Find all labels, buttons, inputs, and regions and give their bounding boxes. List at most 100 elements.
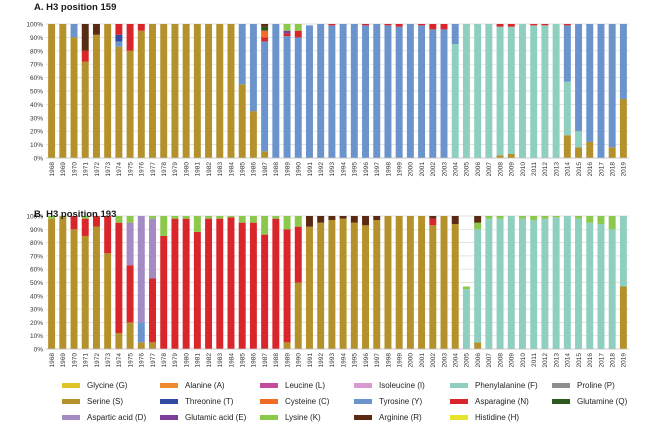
y-tick-label: 60% <box>30 267 43 274</box>
bar-segment <box>126 265 134 323</box>
x-tick-label: 2005 <box>464 162 471 177</box>
x-tick-label: 1984 <box>228 162 235 177</box>
legend-item: Histidine (H) <box>450 413 519 422</box>
panel-a-plot: 0% 10% 20% 30% 40% 50% 60% 70% 80% 90% 100% 1968 196… <box>26 22 629 177</box>
legend-swatch <box>450 383 468 388</box>
bar-segment <box>507 26 515 154</box>
y-tick-label: 60% <box>30 75 43 82</box>
x-tick-label: 1997 <box>374 162 381 177</box>
bar-segment <box>586 222 594 349</box>
bar-segment <box>619 24 627 100</box>
x-tick-label: 2007 <box>486 162 493 177</box>
bar-segment <box>350 222 358 349</box>
x-tick-label: 2018 <box>609 162 616 177</box>
bar-segment <box>92 34 100 158</box>
x-tick-label: 1969 <box>60 162 67 177</box>
bar-segment <box>238 216 246 223</box>
bar-segment <box>294 30 302 38</box>
bar-segment <box>328 25 336 159</box>
legend-swatch <box>62 383 80 388</box>
bar-segment <box>126 24 134 51</box>
bar-segment <box>70 229 78 349</box>
bar-segment <box>81 61 89 158</box>
bar-segment <box>485 216 493 219</box>
legend-swatch <box>552 383 570 388</box>
bar-segment <box>81 216 89 219</box>
legend-swatch <box>354 415 372 420</box>
bar-segment <box>474 342 482 349</box>
x-tick-label: 2003 <box>441 162 448 177</box>
y-tick-label: 70% <box>30 253 43 260</box>
bar-segment <box>317 222 325 349</box>
bar-segment <box>440 29 448 158</box>
x-tick-label: 1981 <box>195 353 202 368</box>
x-tick-label: 1968 <box>49 162 56 177</box>
bar-segment <box>496 216 504 219</box>
bar-segment <box>70 24 78 38</box>
x-tick-label: 1971 <box>83 162 90 177</box>
bar-segment <box>283 33 291 37</box>
bar-segment <box>339 218 347 349</box>
bar-segment <box>70 216 78 230</box>
bar-segment <box>272 24 280 158</box>
bar-segment <box>317 24 325 158</box>
x-tick-label: 1989 <box>284 162 291 177</box>
bar-segment <box>294 216 302 227</box>
y-tick-label: 0% <box>34 347 44 354</box>
legend-swatch <box>354 383 372 388</box>
x-tick-label: 2010 <box>520 353 527 368</box>
bar-segment <box>249 216 257 223</box>
bar-segment <box>496 26 504 156</box>
x-tick-label: 1999 <box>396 162 403 177</box>
x-tick-label: 1975 <box>127 162 134 177</box>
bar-segment <box>115 34 123 42</box>
bar-segment <box>597 24 605 158</box>
bar-segment <box>182 218 190 349</box>
bar-segment <box>586 216 594 223</box>
x-tick-label: 1994 <box>340 162 347 177</box>
bar-segment <box>249 111 257 158</box>
bar-segment <box>530 24 538 26</box>
bar-segment <box>317 216 325 223</box>
bar-segment <box>440 216 448 349</box>
legend-item: Serine (S) <box>62 397 123 406</box>
y-tick-label: 90% <box>30 227 43 234</box>
y-tick-label: 10% <box>30 333 43 340</box>
x-tick-label: 1993 <box>329 353 336 368</box>
bar-segment <box>496 218 504 349</box>
bar-segment <box>171 216 179 219</box>
bar-segment <box>362 24 370 26</box>
x-tick-label: 2001 <box>419 162 426 177</box>
x-tick-label: 1976 <box>139 162 146 177</box>
bar-segment <box>294 24 302 31</box>
bar-segment <box>205 216 213 219</box>
x-tick-label: 1987 <box>262 162 269 177</box>
bar-segment <box>451 216 459 224</box>
bar-segment <box>261 216 269 235</box>
bar-segment <box>373 219 381 349</box>
bar-segment <box>272 216 280 219</box>
bar-segment <box>339 216 347 219</box>
x-tick-label: 1996 <box>363 353 370 368</box>
x-tick-label: 1997 <box>374 353 381 368</box>
x-tick-label: 2010 <box>520 162 527 177</box>
legend-swatch <box>354 399 372 404</box>
y-tick-label: 70% <box>30 62 43 69</box>
legend-item: Lysine (K) <box>260 413 321 422</box>
bar-segment <box>362 216 370 226</box>
bar-segment <box>149 24 156 158</box>
legend-label: Phenylalanine (F) <box>475 381 538 390</box>
bar-segment <box>249 222 257 349</box>
bar-segment <box>81 235 89 349</box>
x-tick-label: 2008 <box>497 353 504 368</box>
bar-segment <box>182 24 190 158</box>
legend-swatch <box>160 383 178 388</box>
bar-segment <box>429 218 437 226</box>
x-tick-label: 1984 <box>228 353 235 368</box>
bar-segment <box>149 342 156 349</box>
bar-segment <box>563 135 571 158</box>
legend-item: Glutamic acid (E) <box>160 413 246 422</box>
bar-segment <box>149 216 156 219</box>
legend-label: Aspartic acid (D) <box>87 413 147 422</box>
bar-segment <box>205 24 213 158</box>
